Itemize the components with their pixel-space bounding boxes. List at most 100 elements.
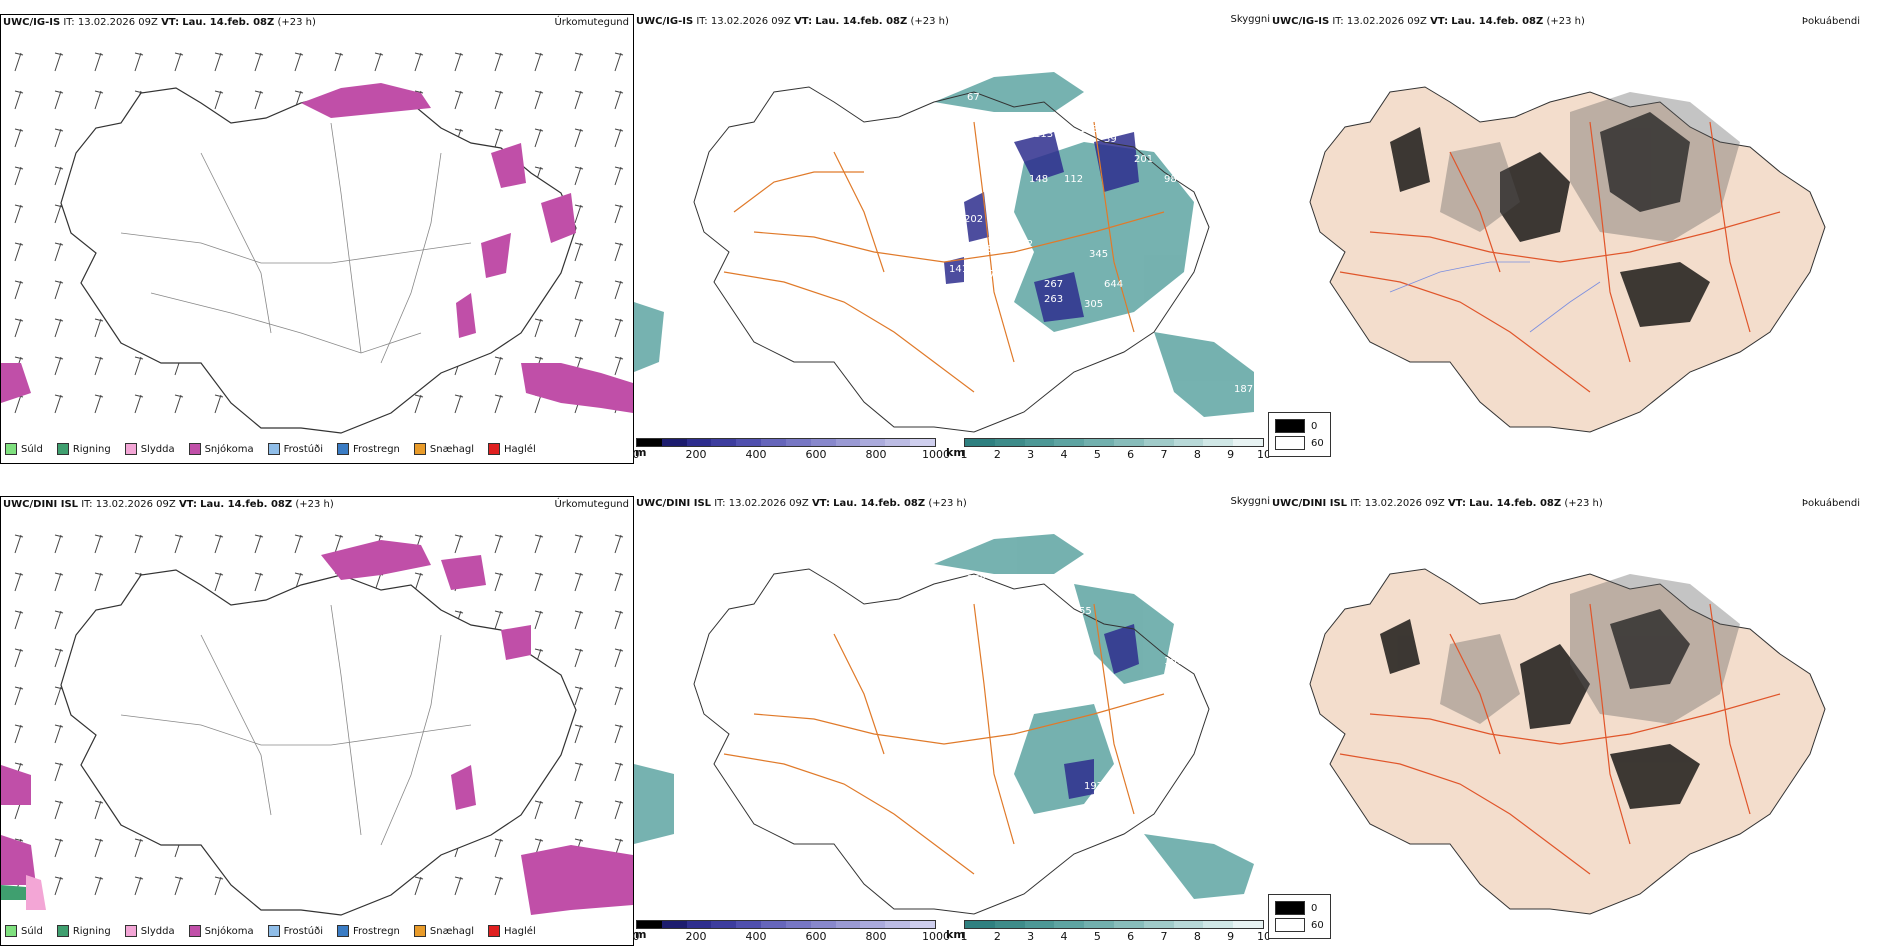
wind-barb [494,356,504,376]
cloud-label: 305 [1084,299,1103,310]
wind-barb [14,52,24,72]
wind-barb [574,318,584,338]
wind-barb [134,394,144,414]
cloud-map: 268 55 167 47 646 197 [634,534,1254,915]
colorbar-segment [1203,921,1234,928]
wind-barb [574,52,584,72]
fog-map [1309,86,1826,433]
wind-barb [14,724,24,744]
cloud-label: 170 [979,129,998,140]
colorbar-tick: 10 [1257,930,1271,943]
base-colorbar-ticks: 0 200 400 600 800 1000 [633,929,951,943]
wind-barb [574,648,584,668]
colorbar-segment [637,921,662,928]
precip-legend-item: Haglél [488,443,536,455]
wind-barb [574,204,584,224]
colorbar-tick: 4 [1060,930,1068,943]
colorbar-segment [785,921,811,928]
precip-map [1,52,633,434]
panel-header: UWC/DINI ISL IT: 13.02.2026 09Z VT: Lau.… [636,498,967,509]
wind-barb [494,394,504,414]
precip-legend: Súld Rigning Slydda Snjókoma Frostúði Frostre… [5,925,536,937]
legend-swatch [1275,419,1305,433]
wind-barb [54,280,64,300]
colorbar-tick: 8 [1193,448,1201,461]
wind-barb [94,52,104,72]
wind-barb [494,838,504,858]
cloud-label: 71 [989,269,1002,280]
colorbar-tick: 6 [1127,930,1135,943]
colorbar-tick: 1000 [922,930,950,943]
wind-barb [614,52,624,72]
wind-barb [614,280,624,300]
cloud-label: 98 [1164,174,1177,185]
colorbar-segment [1173,921,1204,928]
colorbar-segment [661,921,687,928]
wind-barb [54,876,64,896]
ceil-unit: km [946,928,965,941]
wind-barb [454,52,464,72]
base-colorbar-ticks: 0 200 400 600 800 1000 [632,447,951,461]
wind-barb [174,876,184,896]
legend-label: 60 [1311,437,1324,449]
ceil-unit: km [946,446,965,459]
wind-barb [14,572,24,592]
wind-barb [94,876,104,896]
colorbar-tick: 3 [1027,930,1035,943]
colorbar-tick: 200 [685,448,707,461]
colorbar-segment [1084,439,1114,446]
wind-barb [14,128,24,148]
wind-barb [574,242,584,262]
base-unit: m [635,928,647,941]
colorbar-segment [1054,439,1085,446]
cloud-label: 51 [992,112,1005,123]
wind-barb [94,90,104,110]
wind-barb [534,572,544,592]
colorbar-segment [1143,439,1174,446]
wind-barb [614,686,624,706]
colorbar-segment [1233,439,1263,446]
precip-legend-item: Súld [5,925,43,937]
panel-header: UWC/IG-IS IT: 13.02.2026 09Z VT: Lau. 14… [3,17,316,28]
wind-barb [614,724,624,744]
legend-label: 0 [1311,902,1318,914]
panel-title: Skyggni [1230,496,1270,507]
colorbar-segment [1113,439,1144,446]
wind-barb [574,128,584,148]
wind-barb [54,204,64,224]
colorbar-tick: 5 [1093,448,1101,461]
cloud-label: 802 [1014,239,1033,250]
wind-barb [574,724,584,744]
wind-barb [534,800,544,820]
colorbar-tick: 200 [685,930,707,943]
wind-barb [454,90,464,110]
wind-barb [614,610,624,630]
colorbar-segment [965,921,995,928]
colorbar-tick: 0 [632,448,640,461]
colorbar-segment [711,921,737,928]
wind-barb [174,534,184,554]
wind-barb [134,52,144,72]
wind-barb [614,90,624,110]
panel-header: UWC/IG-IS IT: 13.02.2026 09Z VT: Lau. 14… [636,16,949,27]
wind-barb [214,876,224,896]
cloud-label: 141 [949,264,968,275]
legend-swatch [413,443,426,455]
cloud-label: 208 [974,244,993,255]
wind-barb [14,166,24,186]
ceil-colorbar-ticks: 1 2 3 4 5 6 7 8 9 10 [961,929,1272,943]
base-colorbar: 0 200 400 600 800 1000 [633,920,951,943]
wind-barb [254,534,264,554]
wind-barb [574,572,584,592]
precip-legend-item: Slydda [124,925,175,937]
wind-barb [94,394,104,414]
legend-label: Slydda [140,925,175,937]
fog-map [1309,568,1826,915]
colorbar-segment [686,439,712,446]
precip-panel-2: UWC/DINI ISL IT: 13.02.2026 09Z VT: Lau.… [0,496,634,946]
panel-header: UWC/DINI ISL IT: 13.02.2026 09Z VT: Lau.… [3,499,334,510]
base-unit: m [635,446,647,459]
wind-barb [374,52,384,72]
wind-barb [534,318,544,338]
cloud-label: 345 [1089,249,1108,260]
